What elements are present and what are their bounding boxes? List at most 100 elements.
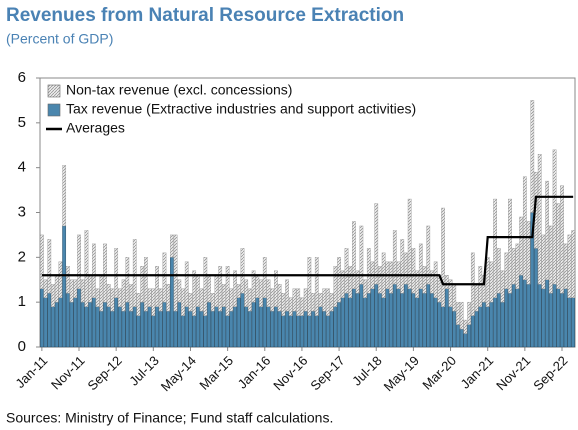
- bar-segment: [467, 324, 471, 348]
- bar-segment: [571, 297, 576, 348]
- bar-segment: [314, 315, 319, 348]
- bar-segment: [162, 252, 167, 303]
- bar-segment: [404, 284, 408, 348]
- bar-segment: [188, 293, 193, 312]
- bar-segment: [225, 266, 230, 316]
- bar-segment: [366, 248, 371, 294]
- bar-segment: [80, 301, 85, 348]
- bar-segment: [62, 225, 67, 348]
- bar-segment: [54, 301, 59, 348]
- bar-segment: [129, 284, 133, 312]
- bar-segment: [567, 297, 572, 348]
- bar-segment: [270, 310, 275, 348]
- bar-segment: [114, 297, 119, 348]
- bar-segment: [199, 310, 204, 348]
- bar-segment: [515, 243, 520, 289]
- bar-segment: [207, 275, 211, 303]
- bar-segment: [65, 293, 70, 348]
- bar-segment: [292, 288, 297, 312]
- chart-subtitle: (Percent of GDP): [6, 31, 113, 47]
- bar-segment: [177, 301, 182, 348]
- bar-segment: [88, 275, 93, 303]
- x-tick-label: Sep-22: [530, 353, 570, 393]
- bar-segment: [311, 310, 315, 348]
- bar-segment: [556, 288, 561, 348]
- bar-segment: [43, 297, 48, 348]
- bar-segment: [374, 203, 379, 285]
- x-tick-label: Jul-18: [349, 353, 385, 389]
- bar-segment: [244, 279, 249, 307]
- bar-segment: [467, 301, 471, 325]
- bar-segment: [288, 297, 293, 316]
- bar-segment: [140, 266, 145, 303]
- bar-segment: [300, 315, 304, 348]
- bar-segment: [411, 248, 416, 294]
- bar-segment: [162, 301, 167, 348]
- bar-segment: [526, 284, 531, 348]
- bar-segment: [311, 293, 315, 312]
- bar-segment: [430, 270, 434, 294]
- bar-segment: [363, 279, 367, 298]
- bar-segment: [426, 225, 431, 285]
- bar-segment: [411, 293, 416, 348]
- bar-segment: [537, 154, 542, 285]
- bar-segment: [563, 288, 568, 348]
- bar-segment: [352, 221, 356, 289]
- bar-segment: [485, 306, 490, 348]
- bar-segment: [422, 293, 427, 348]
- bar-segment: [303, 288, 308, 312]
- y-tick-label: 0: [18, 338, 26, 355]
- average-line: [41, 195, 574, 286]
- bar-segment: [118, 306, 122, 348]
- bar-segment: [333, 266, 338, 307]
- bar-segment: [229, 310, 234, 348]
- bar-segment: [359, 225, 364, 285]
- bar-segment: [329, 310, 334, 348]
- bar-segment: [248, 310, 252, 348]
- bar-segment: [400, 293, 405, 348]
- bar-segment: [166, 284, 171, 312]
- bar-segment: [277, 284, 282, 312]
- bar-segment: [396, 288, 401, 348]
- bar-segment: [95, 306, 100, 348]
- bar-segment: [340, 270, 345, 298]
- bar-segment: [374, 284, 379, 348]
- bar-segment: [478, 306, 483, 348]
- bar-segment: [222, 284, 226, 307]
- bar-segment: [556, 203, 561, 289]
- bar-segment: [188, 310, 193, 348]
- bar-segment: [333, 306, 338, 348]
- bar-segment: [392, 230, 397, 285]
- bar-segment: [77, 288, 81, 348]
- bar-segment: [515, 288, 520, 348]
- bar-segment: [326, 288, 330, 316]
- bar-segment: [58, 261, 63, 298]
- bar-segment: [121, 310, 126, 348]
- bar-segment: [463, 333, 468, 348]
- y-tick-label: 5: [18, 114, 26, 131]
- bar-segment: [474, 284, 479, 312]
- bar-segment: [489, 261, 494, 303]
- bar-segment: [277, 310, 282, 348]
- bar-segment: [496, 293, 501, 348]
- bar-segment: [203, 257, 208, 316]
- y-tick-label: 3: [18, 203, 26, 220]
- bar-segment: [348, 266, 353, 298]
- bar-segment: [329, 293, 334, 312]
- bar-segment: [448, 279, 453, 307]
- bar-segment: [170, 234, 174, 258]
- bar-segment: [184, 261, 189, 307]
- bar-segment: [511, 284, 516, 348]
- bar-segment: [270, 288, 275, 312]
- bar-segment: [485, 257, 490, 307]
- bar-segment: [222, 306, 226, 348]
- y-tick-label: 6: [18, 69, 26, 86]
- bar-segment: [173, 234, 178, 312]
- bar-segment: [530, 100, 535, 213]
- bar-segment: [196, 275, 200, 307]
- bar-segment: [560, 293, 564, 348]
- bar-segment: [95, 288, 100, 307]
- x-tick-label: Mar-20: [419, 353, 459, 393]
- bar-segment: [229, 288, 234, 312]
- bar-segment: [318, 306, 323, 348]
